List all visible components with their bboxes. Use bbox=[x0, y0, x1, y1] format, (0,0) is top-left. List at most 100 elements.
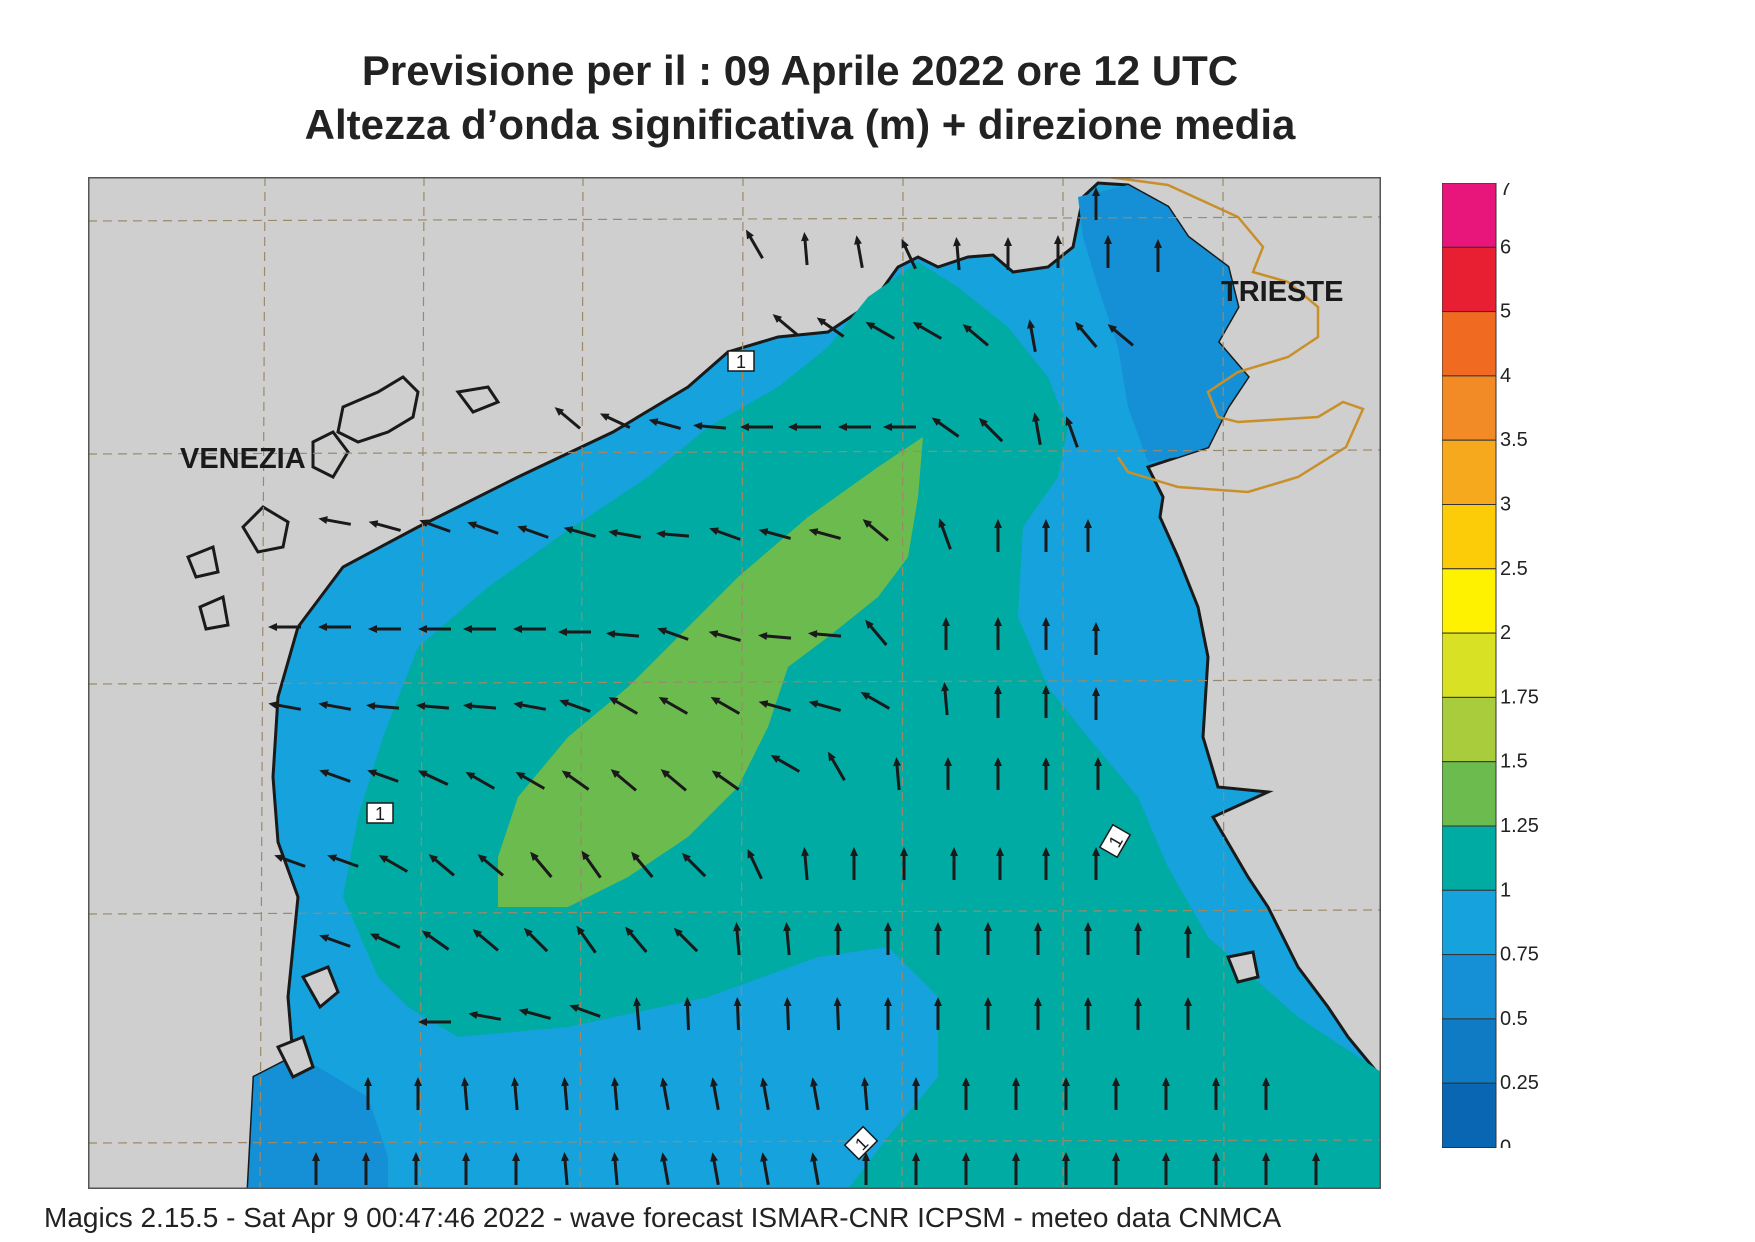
wave-direction-arrows bbox=[268, 187, 1320, 1186]
wave-arrow bbox=[416, 702, 450, 711]
wave-arrow bbox=[801, 232, 810, 266]
legend-swatch bbox=[1441, 375, 1497, 441]
wave-arrow bbox=[658, 697, 689, 715]
wave-arrow bbox=[1032, 412, 1042, 446]
sea-band-0.5-0.75-sw bbox=[248, 1057, 388, 1189]
wave-arrow bbox=[319, 934, 351, 948]
wave-arrow bbox=[318, 516, 352, 526]
legend-tick-label: 1.75 bbox=[1500, 686, 1539, 708]
wave-arrow bbox=[681, 852, 707, 878]
wave-arrow bbox=[468, 1011, 502, 1021]
wave-arrow bbox=[683, 997, 692, 1031]
wave-arrow bbox=[783, 922, 792, 956]
sea-band-1.25-1.5 bbox=[498, 437, 923, 907]
wave-arrow bbox=[368, 520, 401, 532]
wave-arrow bbox=[1075, 321, 1098, 348]
label-trieste: TRIESTE bbox=[1221, 276, 1343, 308]
legend-svg: 7 6 5 4 3.5 3 2.5 2 1.75 1.5 1.25 1 0.75 0.5 0.25 0 bbox=[1441, 178, 1539, 1159]
wave-arrow bbox=[366, 702, 400, 711]
legend-swatch bbox=[1441, 954, 1497, 1020]
legend-swatch bbox=[1441, 182, 1497, 248]
wave-arrow bbox=[941, 682, 950, 716]
wave-arrow bbox=[561, 770, 590, 791]
wave-arrow bbox=[1065, 416, 1079, 448]
wave-arrow bbox=[710, 1152, 720, 1186]
wave-arrow bbox=[561, 1152, 570, 1186]
wave-arrow bbox=[816, 317, 845, 338]
legend-tick-label: 3.5 bbox=[1500, 429, 1528, 451]
legend-swatch bbox=[1441, 825, 1497, 891]
wave-arrow bbox=[428, 854, 455, 877]
wave-arrow bbox=[559, 699, 591, 713]
wave-arrow bbox=[810, 1152, 820, 1186]
wave-arrow bbox=[633, 997, 642, 1031]
wave-arrow bbox=[673, 927, 699, 953]
wave-arrow bbox=[367, 769, 399, 783]
wave-arrow bbox=[515, 772, 546, 790]
legend-tick-label: 1.25 bbox=[1500, 815, 1539, 837]
wave-arrow bbox=[711, 770, 740, 791]
legend-tick-label: 1.5 bbox=[1500, 751, 1528, 773]
wave-arrow bbox=[808, 528, 841, 540]
wave-arrow bbox=[461, 1077, 470, 1111]
title-line-2: Altezza d’onda significativa (m) + direz… bbox=[304, 101, 1296, 148]
wave-arrow bbox=[656, 530, 690, 539]
national-border bbox=[1107, 177, 1365, 494]
wave-arrow bbox=[581, 850, 602, 879]
legend-tick-label: 7 bbox=[1500, 183, 1511, 200]
wave-arrow bbox=[274, 854, 306, 868]
wave-arrow bbox=[477, 854, 504, 877]
legend-swatch bbox=[1441, 504, 1497, 570]
wave-arrow bbox=[610, 769, 637, 792]
title-line-1: Previsione per il : 09 Aprile 2022 ore 1… bbox=[361, 47, 1239, 94]
wave-arrow bbox=[606, 630, 640, 639]
wave-arrow bbox=[657, 627, 689, 641]
svg-text:1: 1 bbox=[375, 804, 385, 824]
legend-swatch bbox=[1441, 1082, 1497, 1149]
wave-arrow bbox=[828, 751, 846, 782]
legend-tick-label: 5 bbox=[1500, 301, 1511, 323]
wave-arrow bbox=[808, 630, 842, 639]
lat-lon-grid bbox=[88, 177, 1381, 1189]
legend-swatch bbox=[1441, 761, 1497, 827]
wave-arrow bbox=[912, 322, 943, 340]
footer-credit: Magics 2.15.5 - Sat Apr 9 00:47:46 2022 … bbox=[44, 1202, 1282, 1233]
label-venezia: VENEZIA bbox=[180, 443, 306, 475]
legend-tick-label: 2 bbox=[1500, 622, 1511, 644]
wave-arrow bbox=[938, 518, 952, 550]
wave-arrow bbox=[530, 851, 553, 878]
wave-arrow bbox=[369, 933, 401, 949]
wave-arrow bbox=[569, 1004, 601, 1018]
wave-arrow bbox=[631, 851, 654, 878]
wave-arrow bbox=[833, 997, 842, 1031]
wave-arrow bbox=[660, 1152, 670, 1186]
wave-arrow bbox=[417, 770, 449, 786]
wave-arrow bbox=[747, 848, 763, 880]
wave-arrow bbox=[758, 528, 791, 540]
wave-arrow bbox=[511, 1077, 520, 1111]
wave-arrow bbox=[660, 769, 687, 792]
legend-tick-label: 6 bbox=[1500, 236, 1511, 258]
sea-band-1-1.25 bbox=[343, 262, 1381, 1189]
legend-tick-label: 1 bbox=[1500, 879, 1511, 901]
wave-arrow bbox=[608, 529, 642, 539]
wave-arrow bbox=[861, 1077, 870, 1111]
wave-arrow bbox=[865, 619, 888, 646]
wave-arrow bbox=[862, 519, 889, 542]
wave-arrow bbox=[563, 526, 596, 538]
lagoon-islands bbox=[186, 375, 1260, 1080]
wave-arrow bbox=[463, 702, 497, 711]
legend-swatch bbox=[1441, 246, 1497, 313]
wave-arrow bbox=[513, 701, 547, 711]
wave-arrow bbox=[901, 238, 917, 270]
legend-tick-label: 2.5 bbox=[1500, 558, 1528, 580]
legend-tick-label: 0 bbox=[1500, 1137, 1511, 1149]
wave-arrow bbox=[962, 324, 989, 347]
wave-arrow bbox=[576, 925, 597, 954]
wave-arrow bbox=[783, 997, 792, 1031]
legend-tick-label: 4 bbox=[1500, 365, 1511, 387]
wave-arrow bbox=[810, 1077, 820, 1111]
wave-arrow bbox=[733, 997, 742, 1031]
contour-label-1: 1 bbox=[727, 350, 755, 372]
wave-arrow bbox=[931, 417, 960, 438]
